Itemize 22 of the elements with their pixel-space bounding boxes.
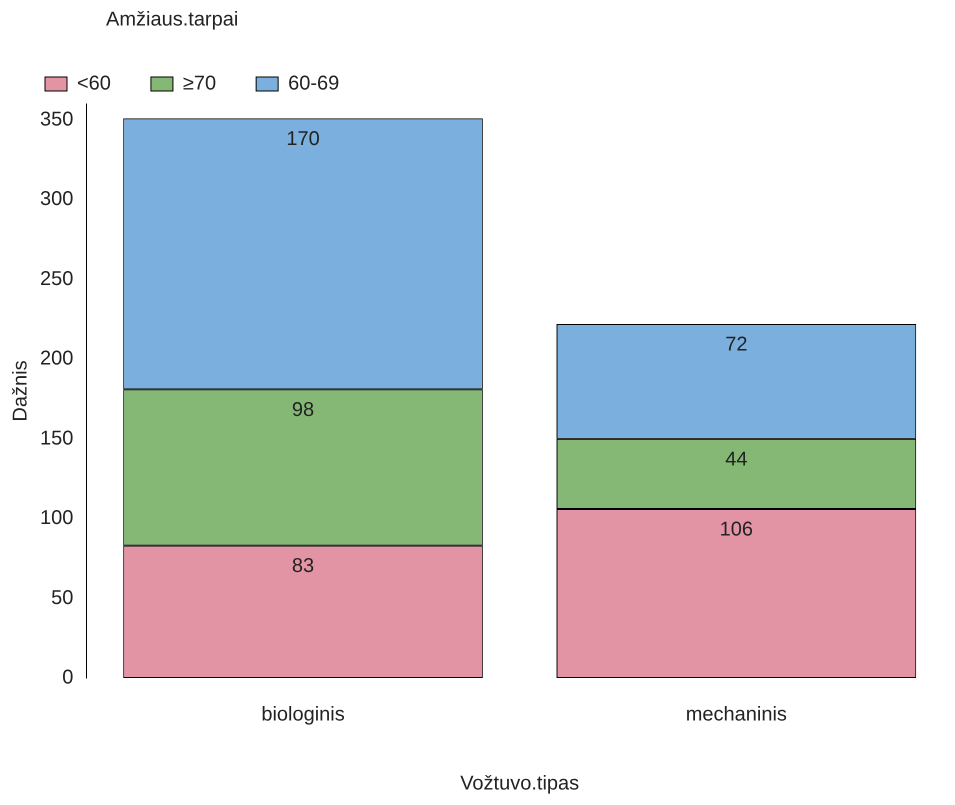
data-label: 170 <box>286 128 320 150</box>
data-label: 98 <box>292 398 314 421</box>
data-label: 44 <box>725 448 748 470</box>
x-tick-label: mechaninis <box>686 704 787 726</box>
y-tick-label: 250 <box>40 268 74 290</box>
x-axis-title: Vožtuvo.tipas <box>460 772 580 795</box>
legend-title: Amžiaus.tarpai <box>106 8 238 31</box>
legend-label: ≥70 <box>182 72 216 95</box>
y-tick-label: 350 <box>40 108 74 130</box>
data-label: 72 <box>725 334 748 356</box>
y-tick-label: 100 <box>40 507 74 530</box>
y-tick-label: 150 <box>40 427 74 450</box>
y-tick-label: 200 <box>40 348 74 370</box>
y-tick-label: 300 <box>40 188 74 210</box>
x-tick-label: biologinis <box>261 704 345 726</box>
legend-label: <60 <box>77 72 111 95</box>
y-axis-title: Dažnis <box>10 360 32 422</box>
data-label: 106 <box>720 518 754 541</box>
legend-label: 60-69 <box>288 72 340 95</box>
y-tick-label: 50 <box>51 586 74 609</box>
y-tick-label: 0 <box>62 666 74 689</box>
data-label: 83 <box>292 555 314 578</box>
